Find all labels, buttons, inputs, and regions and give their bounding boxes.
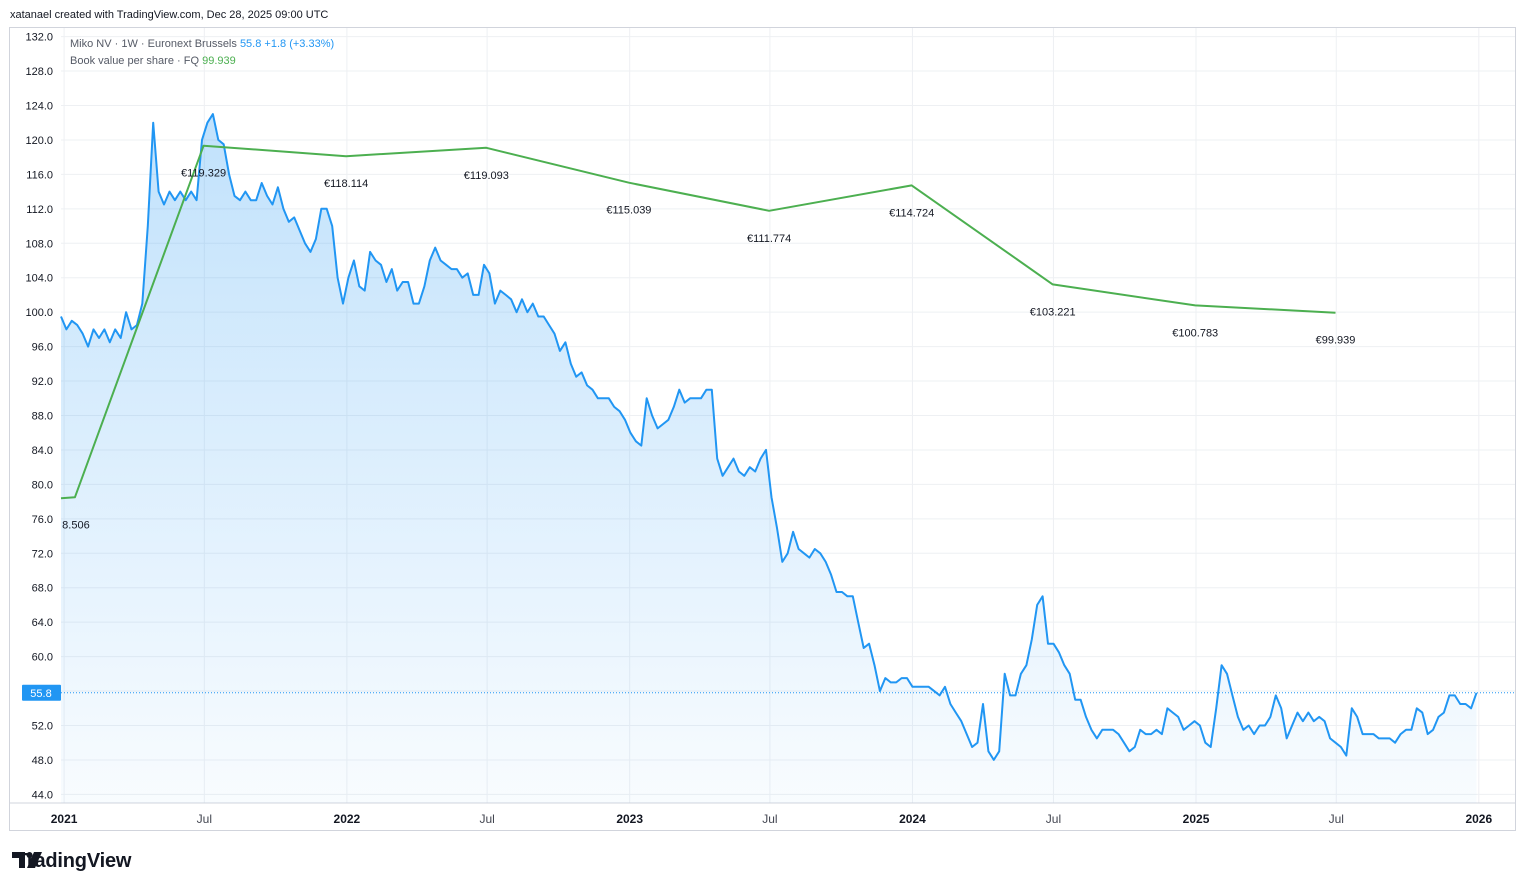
- legend-book-value: 99.939: [202, 55, 236, 67]
- legend-book-value-label[interactable]: Book value per share · FQ: [70, 55, 200, 67]
- y-tick-label: 108.0: [25, 238, 53, 250]
- legend-row-book-value: Book value per share · FQ 99.939: [70, 53, 334, 70]
- book-value-data-label: €119.093: [464, 170, 509, 182]
- book-value-data-label: €114.724: [889, 207, 934, 219]
- y-tick-label: 44.0: [32, 789, 53, 801]
- price-area-fill: [61, 114, 1477, 804]
- y-tick-label: 104.0: [25, 273, 53, 285]
- price-chart[interactable]: 132.0 128.0 124.0 120.0 116.0 112.0 108.0 104.0…: [10, 28, 1516, 831]
- price-badge-label: 55.8: [30, 688, 51, 700]
- y-tick-label: 132.0: [25, 32, 53, 44]
- attribution-text: xatanael created with TradingView.com, D…: [10, 9, 329, 21]
- x-tick-label: Jul: [762, 812, 777, 826]
- x-tick-label: 2023: [616, 812, 643, 826]
- legend-last-price: 55.8: [239, 38, 262, 50]
- x-tick-label: 2026: [1465, 812, 1492, 826]
- legend-change: +1.8 (+3.33%): [264, 38, 335, 50]
- y-tick-label: 92.0: [32, 376, 53, 388]
- book-value-data-label: €115.039: [606, 205, 651, 217]
- tradingview-logo-icon: [12, 852, 42, 868]
- y-tick-label: 68.0: [32, 583, 53, 595]
- y-tick-label: 72.0: [32, 548, 53, 560]
- y-tick-label: 96.0: [32, 342, 53, 354]
- price-line[interactable]: [60, 113, 1478, 761]
- legend-symbol[interactable]: Miko NV · 1W · Euronext Brussels: [70, 38, 237, 50]
- tradingview-logo[interactable]: TradingView: [12, 850, 131, 873]
- chart-legend: Miko NV · 1W · Euronext Brussels 55.8 +1…: [70, 36, 334, 70]
- y-tick-label: 128.0: [25, 66, 53, 78]
- book-value-data-label: €103.221: [1030, 306, 1076, 318]
- x-tick-label: Jul: [197, 812, 212, 826]
- y-tick-label: 60.0: [32, 652, 53, 664]
- book-value-data-label: 8.506: [62, 519, 90, 531]
- x-tick-label: Jul: [479, 812, 494, 826]
- book-value-data-label: €111.774: [747, 233, 791, 245]
- x-tick-label: 2025: [1183, 812, 1210, 826]
- x-tick-label: Jul: [1046, 812, 1061, 826]
- y-tick-label: 64.0: [32, 617, 53, 629]
- y-tick-label: 76.0: [32, 514, 53, 526]
- y-tick-label: 88.0: [32, 411, 53, 423]
- y-tick-label: 52.0: [32, 721, 53, 733]
- y-tick-label: 116.0: [26, 169, 53, 181]
- x-tick-label: 2021: [51, 812, 78, 826]
- legend-row-price: Miko NV · 1W · Euronext Brussels 55.8 +1…: [70, 36, 334, 53]
- book-value-data-label: €118.114: [324, 178, 368, 190]
- y-tick-label: 124.0: [25, 101, 53, 113]
- y-tick-label: 84.0: [32, 445, 53, 457]
- book-value-line[interactable]: [60, 144, 1336, 500]
- x-tick-label: 2022: [334, 812, 361, 826]
- tradingview-logo-text: TradingView: [16, 850, 132, 872]
- y-tick-label: 120.0: [25, 135, 53, 147]
- y-tick-label: 48.0: [32, 755, 53, 767]
- price-badge: [22, 684, 61, 701]
- y-tick-label: 80.0: [32, 479, 53, 491]
- book-value-data-label: €100.783: [1172, 327, 1218, 339]
- x-tick-label: 2024: [899, 812, 926, 826]
- y-tick-label: 100.0: [25, 307, 53, 319]
- book-value-data-label: €99.939: [1316, 335, 1356, 347]
- x-tick-label: Jul: [1329, 812, 1344, 826]
- y-tick-label: 112.0: [26, 204, 53, 216]
- chart-frame[interactable]: 132.0 128.0 124.0 120.0 116.0 112.0 108.0 104.0…: [9, 27, 1516, 831]
- book-value-data-label: €119.329: [181, 168, 226, 180]
